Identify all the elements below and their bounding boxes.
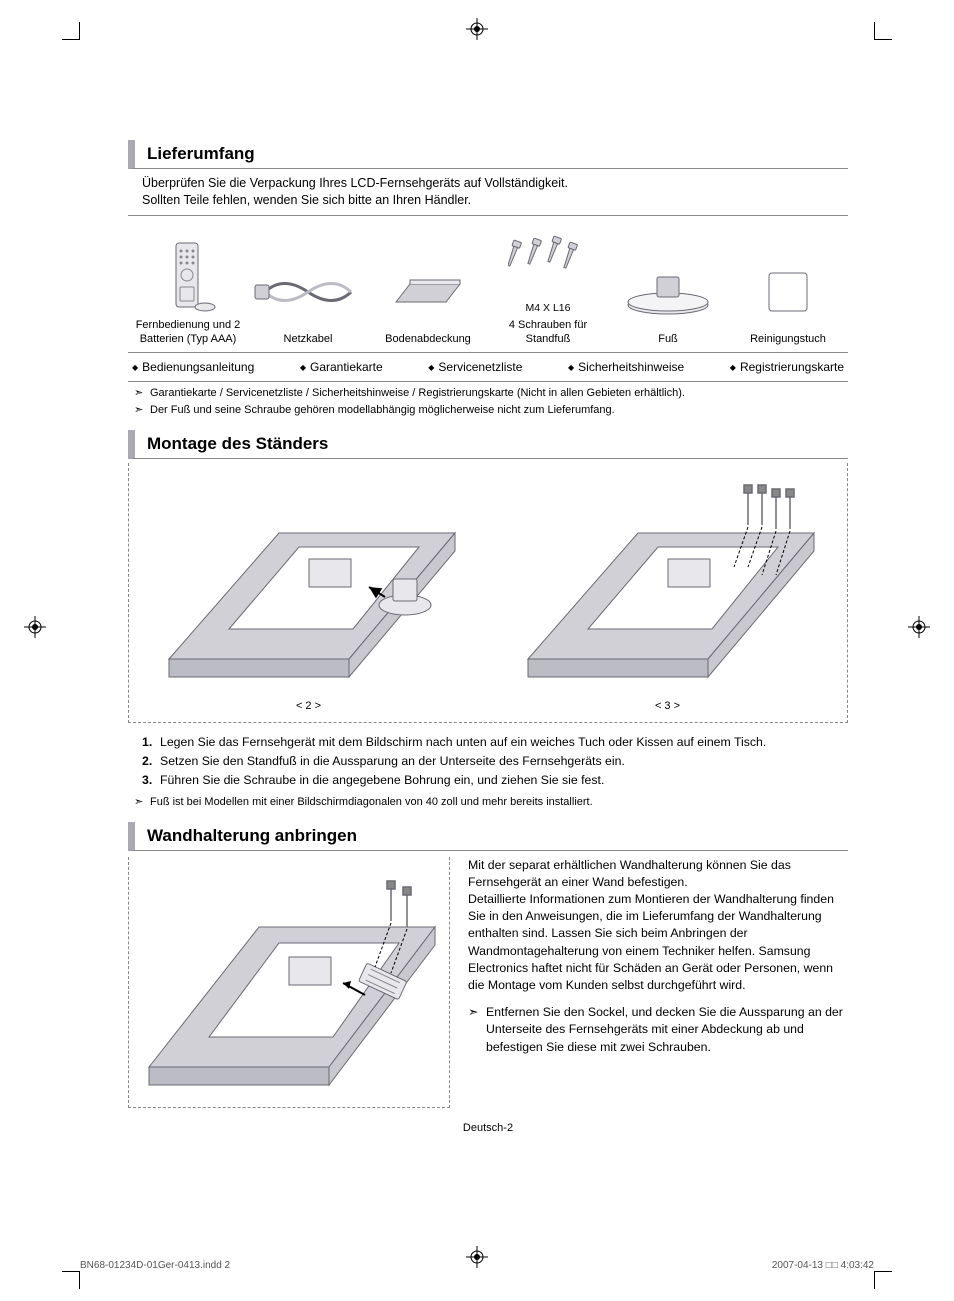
section-heading-lieferumfang: Lieferumfang <box>128 140 848 169</box>
accessory-cloth: Reinigungstuch <box>728 222 848 349</box>
print-footer-right: 2007-04-13 □□ 4:03:42 <box>772 1260 874 1271</box>
bottom-cover-icon <box>370 255 486 329</box>
remote-icon <box>130 241 246 315</box>
heading-text: Lieferumfang <box>147 144 848 164</box>
step-item: 1.Legen Sie das Fernsehgerät mit dem Bil… <box>142 733 848 752</box>
doc-item: Servicenetzliste <box>428 360 522 374</box>
register-mark-right <box>908 616 930 638</box>
intro-line: Sollten Teile fehlen, wenden Sie sich bi… <box>142 192 848 209</box>
section-heading-wand: Wandhalterung anbringen <box>128 822 848 851</box>
step-text: Setzen Sie den Standfuß in die Aussparun… <box>160 754 625 768</box>
accessories-row: Fernbedienung und 2 Batterien (Typ AAA) … <box>128 216 848 354</box>
accessory-label: Bodenabdeckung <box>385 333 471 347</box>
accessory-label: Reinigungstuch <box>750 333 826 347</box>
page-number: Deutsch-2 <box>128 1122 848 1134</box>
accessory-label: Fuß <box>658 333 678 347</box>
accessory-label: 4 Schrauben für Standfuß <box>490 319 606 347</box>
accessory-stand: Fuß <box>608 222 728 349</box>
register-mark-top <box>466 18 488 40</box>
crop-tr <box>874 22 892 40</box>
doc-item: Garantiekarte <box>300 360 383 374</box>
register-mark-left <box>24 616 46 638</box>
crop-tl <box>62 22 80 40</box>
crop-br <box>874 1271 892 1289</box>
accessory-label: Fernbedienung und 2 Batterien (Typ AAA) <box>130 319 246 347</box>
doc-item: Bedienungsanleitung <box>132 360 254 374</box>
step-text: Legen Sie das Fernsehgerät mit dem Bilds… <box>160 735 766 749</box>
accessory-label: Netzkabel <box>284 333 333 347</box>
power-cord-icon <box>250 255 366 329</box>
wand-note: Entfernen Sie den Sockel, und decken Sie… <box>468 1004 848 1056</box>
accessory-bottom-cover: Bodenabdeckung <box>368 222 488 349</box>
section-wandhalterung: Wandhalterung anbringen <box>128 822 848 1108</box>
section-montage: Montage des Ständers <box>128 430 848 807</box>
documents-row: Bedienungsanleitung Garantiekarte Servic… <box>128 353 848 382</box>
step-text: Führen Sie die Schraube in die angegeben… <box>160 773 604 787</box>
doc-item: Sicherheitshinweise <box>568 360 684 374</box>
cloth-icon <box>730 255 846 329</box>
step-item: 2.Setzen Sie den Standfuß in die Ausspar… <box>142 752 848 771</box>
crop-bl <box>62 1271 80 1289</box>
heading-text: Montage des Ständers <box>147 434 848 454</box>
montage-diagram-box: < 2 > <box>128 463 848 723</box>
lieferumfang-note: Garantiekarte / Servicenetzliste / Siche… <box>128 382 848 399</box>
montage-note: Fuß ist bei Modellen mit einer Bildschir… <box>128 791 848 808</box>
doc-item: Registrierungskarte <box>730 360 844 374</box>
section-heading-montage: Montage des Ständers <box>128 430 848 459</box>
intro-line: Überprüfen Sie die Verpackung Ihres LCD-… <box>142 175 848 192</box>
montage-diagram-2: < 2 > <box>159 479 459 712</box>
manual-page: Lieferumfang Überprüfen Sie die Verpacku… <box>128 140 848 1134</box>
step-item: 3.Führen Sie die Schraube in die angegeb… <box>142 771 848 790</box>
wand-body-text: Mit der separat erhältlichen Wandhalteru… <box>468 857 848 1108</box>
lieferumfang-intro: Überprüfen Sie die Verpackung Ihres LCD-… <box>128 169 848 216</box>
accessory-power-cord: Netzkabel <box>248 222 368 349</box>
stand-icon <box>610 255 726 329</box>
lieferumfang-note: Der Fuß und seine Schraube gehören model… <box>128 399 848 416</box>
accessory-screws: M4 X L16 4 Schrauben für Standfuß <box>488 222 608 349</box>
montage-diagram-3: < 3 > <box>518 479 818 712</box>
screws-icon <box>490 224 606 298</box>
diagram-label: < 3 > <box>518 700 818 712</box>
diagram-label: < 2 > <box>159 700 459 712</box>
wand-diagram-box <box>128 857 450 1108</box>
accessory-sublabel: M4 X L16 <box>526 302 571 315</box>
montage-steps: 1.Legen Sie das Fernsehgerät mit dem Bil… <box>128 733 848 790</box>
print-footer: BN68-01234D-01Ger-0413.indd 2 2007-04-13… <box>80 1260 874 1271</box>
accessory-remote: Fernbedienung und 2 Batterien (Typ AAA) <box>128 222 248 349</box>
wand-paragraph: Mit der separat erhältlichen Wandhalteru… <box>468 857 848 995</box>
heading-text: Wandhalterung anbringen <box>147 826 848 846</box>
print-footer-left: BN68-01234D-01Ger-0413.indd 2 <box>80 1260 230 1271</box>
